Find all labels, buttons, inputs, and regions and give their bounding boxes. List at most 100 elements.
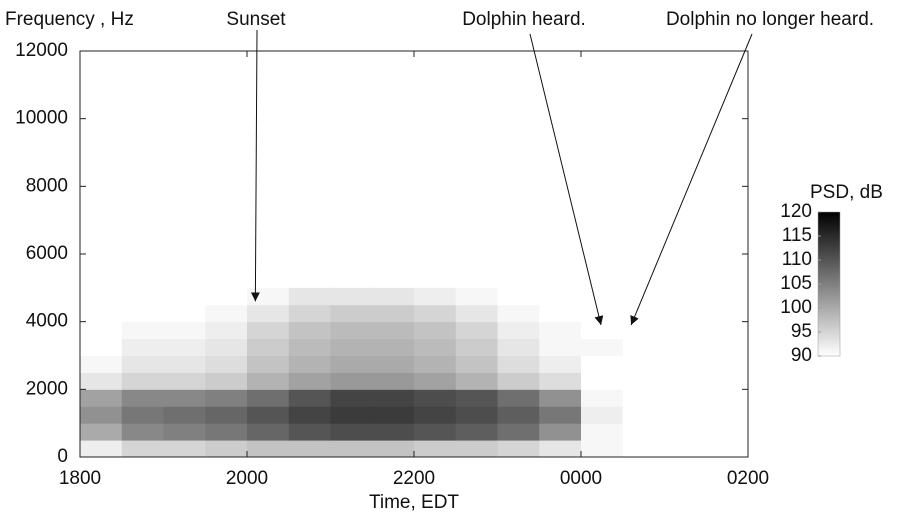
y-tick-label: 12000 bbox=[15, 40, 68, 61]
spectrogram-cell bbox=[581, 372, 624, 390]
annotation-arrow bbox=[529, 33, 604, 326]
spectrogram-cell bbox=[539, 304, 582, 323]
spectrogram-cell bbox=[163, 321, 206, 340]
colorbar bbox=[817, 211, 841, 357]
spectrogram-cell bbox=[539, 338, 582, 356]
spectrogram-cell bbox=[247, 287, 290, 306]
spectrogram-cell bbox=[581, 287, 624, 306]
spectrogram-cell bbox=[455, 406, 498, 424]
spectrogram-cell bbox=[664, 440, 707, 458]
spectrogram bbox=[80, 287, 749, 458]
spectrogram-cell bbox=[706, 355, 749, 373]
spectrogram-cell bbox=[372, 389, 415, 407]
spectrogram-cell bbox=[372, 304, 415, 323]
spectrogram-cell bbox=[581, 321, 624, 340]
spectrogram-cell bbox=[205, 423, 248, 441]
spectrogram-cell bbox=[205, 304, 248, 323]
spectrogram-cell bbox=[80, 406, 123, 424]
spectrogram-cell bbox=[622, 406, 665, 424]
spectrogram-cell bbox=[497, 389, 540, 407]
y-tick-label: 0 bbox=[57, 446, 68, 467]
spectrogram-cell bbox=[372, 287, 415, 306]
spectrogram-cell bbox=[539, 321, 582, 340]
spectrogram-cell bbox=[163, 287, 206, 306]
spectrogram-cell bbox=[581, 355, 624, 373]
spectrogram-cell bbox=[163, 338, 206, 356]
spectrogram-cell bbox=[288, 389, 331, 407]
spectrogram-cell bbox=[163, 406, 206, 424]
spectrogram-cell bbox=[581, 304, 624, 323]
spectrogram-cell bbox=[497, 440, 540, 458]
spectrogram-cell bbox=[121, 321, 164, 340]
spectrogram-cell bbox=[288, 372, 331, 390]
spectrogram-cell bbox=[288, 423, 331, 441]
spectrogram-cell bbox=[664, 389, 707, 407]
spectrogram-cell bbox=[539, 372, 582, 390]
spectrogram-cell bbox=[539, 406, 582, 424]
spectrogram-cell bbox=[121, 423, 164, 441]
spectrogram-cell bbox=[247, 440, 290, 458]
spectrogram-cell bbox=[414, 321, 457, 340]
spectrogram-cell bbox=[288, 355, 331, 373]
spectrogram-cell bbox=[664, 355, 707, 373]
spectrogram-cell bbox=[205, 389, 248, 407]
y-tick-label: 10000 bbox=[15, 108, 68, 129]
spectrogram-cell bbox=[80, 372, 123, 390]
spectrogram-cell bbox=[247, 372, 290, 390]
spectrogram-cell bbox=[247, 423, 290, 441]
spectrogram-cell bbox=[497, 355, 540, 373]
y-axis-label: Frequency , Hz bbox=[5, 9, 134, 30]
spectrogram-cell bbox=[622, 423, 665, 441]
spectrogram-cell bbox=[455, 355, 498, 373]
spectrogram-cell bbox=[247, 304, 290, 323]
spectrogram-cell bbox=[80, 423, 123, 441]
spectrogram-cell bbox=[330, 321, 373, 340]
spectrogram-cell bbox=[205, 406, 248, 424]
spectrogram-cell bbox=[247, 389, 290, 407]
x-axis-label: Time, EDT bbox=[369, 492, 459, 513]
x-tick-label: 0000 bbox=[560, 468, 602, 489]
spectrogram-cell bbox=[497, 338, 540, 356]
spectrogram-cell bbox=[121, 338, 164, 356]
spectrogram-cell bbox=[414, 338, 457, 356]
spectrogram-cell bbox=[706, 304, 749, 323]
spectrogram-cell bbox=[414, 406, 457, 424]
spectrogram-cell bbox=[455, 338, 498, 356]
spectrogram-cell bbox=[497, 304, 540, 323]
spectrogram-cell bbox=[205, 321, 248, 340]
spectrogram-cell bbox=[163, 440, 206, 458]
spectrogram-cell bbox=[497, 406, 540, 424]
x-tick-label: 2000 bbox=[226, 468, 268, 489]
annotation-text: Dolphin no longer heard. bbox=[666, 9, 874, 30]
spectrogram-cell bbox=[664, 372, 707, 390]
spectrogram-cell bbox=[330, 440, 373, 458]
spectrogram-cell bbox=[163, 304, 206, 323]
spectrogram-cell bbox=[372, 440, 415, 458]
spectrogram-cell bbox=[330, 423, 373, 441]
spectrogram-cell bbox=[622, 355, 665, 373]
spectrogram-cell bbox=[247, 406, 290, 424]
spectrogram-cell bbox=[539, 423, 582, 441]
spectrogram-cell bbox=[455, 372, 498, 390]
spectrogram-cell bbox=[288, 287, 331, 306]
spectrogram-cell bbox=[288, 406, 331, 424]
spectrogram-cell bbox=[163, 372, 206, 390]
spectrogram-cell bbox=[706, 389, 749, 407]
spectrogram-cell bbox=[497, 423, 540, 441]
spectrogram-cell bbox=[497, 287, 540, 306]
spectrogram-cell bbox=[330, 406, 373, 424]
spectrogram-cell bbox=[414, 389, 457, 407]
spectrogram-cell bbox=[163, 355, 206, 373]
x-tick-label: 0200 bbox=[727, 468, 769, 489]
spectrogram-cell bbox=[205, 338, 248, 356]
spectrogram-cell bbox=[330, 389, 373, 407]
spectrogram-cell bbox=[288, 338, 331, 356]
annotation-text: Sunset bbox=[226, 9, 286, 30]
spectrogram-cell bbox=[372, 338, 415, 356]
spectrogram-cell bbox=[372, 355, 415, 373]
spectrogram-cell bbox=[455, 321, 498, 340]
spectrogram-cell bbox=[581, 423, 624, 441]
spectrogram-cell bbox=[622, 287, 665, 306]
annotation-text: Dolphin heard. bbox=[462, 9, 586, 30]
spectrogram-cell bbox=[288, 321, 331, 340]
